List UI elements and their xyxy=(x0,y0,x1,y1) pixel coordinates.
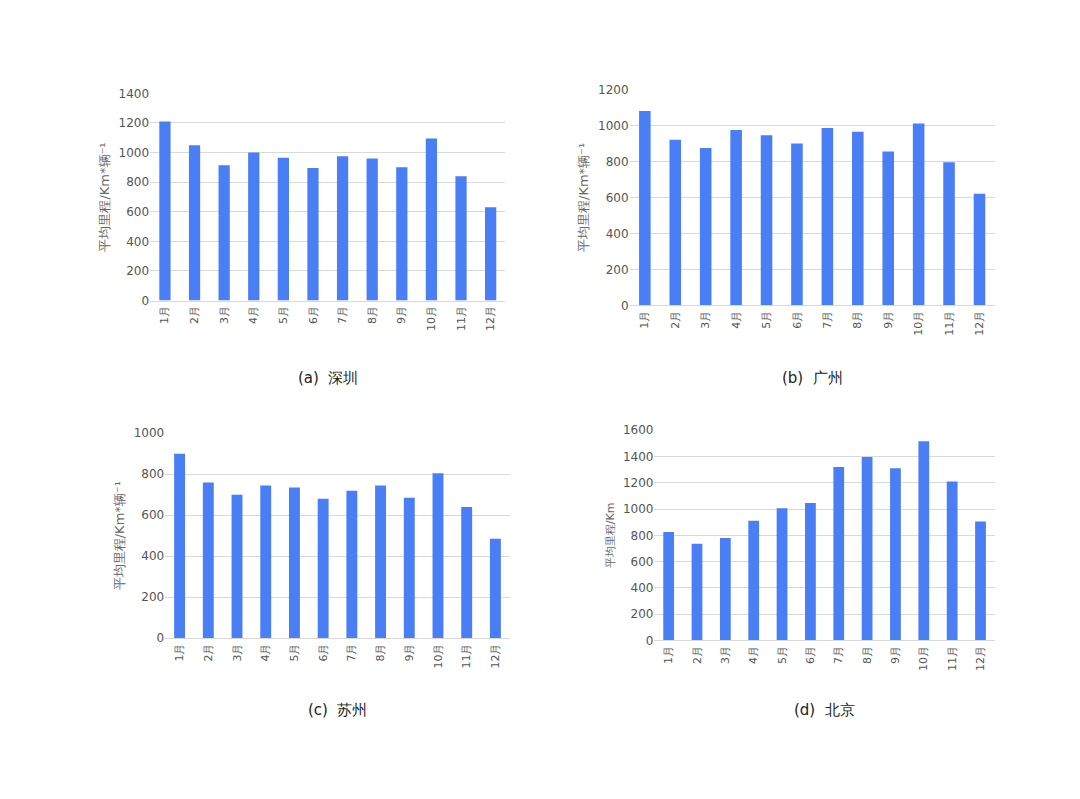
svg-text:800: 800 xyxy=(606,155,629,169)
svg-text:2月: 2月 xyxy=(188,306,201,324)
svg-text:8月: 8月 xyxy=(851,311,864,329)
svg-text:2月: 2月 xyxy=(691,646,704,664)
svg-text:(c) 苏州: (c) 苏州 xyxy=(308,701,368,719)
svg-text:200: 200 xyxy=(126,264,149,278)
svg-text:0: 0 xyxy=(621,299,629,313)
svg-text:9月: 9月 xyxy=(395,306,408,324)
svg-text:1200: 1200 xyxy=(623,476,654,490)
svg-text:4月: 4月 xyxy=(259,644,272,662)
svg-text:12月: 12月 xyxy=(489,644,502,669)
svg-text:9月: 9月 xyxy=(882,311,895,329)
svg-text:7月: 7月 xyxy=(821,311,834,329)
svg-text:4月: 4月 xyxy=(247,306,260,324)
svg-text:1月: 1月 xyxy=(638,311,651,329)
svg-text:1400: 1400 xyxy=(119,87,150,101)
svg-text:10月: 10月 xyxy=(917,646,930,671)
svg-text:11月: 11月 xyxy=(455,306,468,331)
svg-text:600: 600 xyxy=(141,508,164,522)
svg-text:6月: 6月 xyxy=(317,644,330,662)
svg-text:200: 200 xyxy=(606,263,629,277)
svg-text:12月: 12月 xyxy=(974,646,987,671)
svg-text:400: 400 xyxy=(631,581,654,595)
svg-text:3月: 3月 xyxy=(218,306,231,324)
svg-text:1400: 1400 xyxy=(623,450,654,464)
svg-text:2月: 2月 xyxy=(202,644,215,662)
svg-text:3月: 3月 xyxy=(719,646,732,664)
svg-text:8月: 8月 xyxy=(366,306,379,324)
svg-text:1000: 1000 xyxy=(598,119,629,133)
svg-text:1000: 1000 xyxy=(134,426,165,440)
svg-text:(a) 深圳: (a) 深圳 xyxy=(298,369,358,387)
svg-text:1月: 1月 xyxy=(662,646,675,664)
svg-text:5月: 5月 xyxy=(288,644,301,662)
svg-text:12月: 12月 xyxy=(973,311,986,336)
svg-text:1月: 1月 xyxy=(173,644,186,662)
svg-text:200: 200 xyxy=(141,590,164,604)
svg-text:平均里程/Km*辆⁻¹: 平均里程/Km*辆⁻¹ xyxy=(576,143,591,252)
svg-text:7月: 7月 xyxy=(345,644,358,662)
svg-text:800: 800 xyxy=(141,467,164,481)
svg-text:平均里程/Km*辆⁻¹: 平均里程/Km*辆⁻¹ xyxy=(97,142,112,251)
svg-text:3月: 3月 xyxy=(699,311,712,329)
svg-text:10月: 10月 xyxy=(912,311,925,336)
svg-text:12月: 12月 xyxy=(484,306,497,331)
svg-text:1600: 1600 xyxy=(623,423,654,437)
svg-text:8月: 8月 xyxy=(861,646,874,664)
svg-text:0: 0 xyxy=(157,631,165,645)
svg-text:400: 400 xyxy=(126,235,149,249)
svg-text:7月: 7月 xyxy=(336,306,349,324)
svg-text:平均里程/Km: 平均里程/Km xyxy=(604,502,617,568)
svg-text:1200: 1200 xyxy=(598,83,629,97)
svg-text:1200: 1200 xyxy=(119,116,150,130)
svg-text:4月: 4月 xyxy=(730,311,743,329)
svg-text:(b) 广州: (b) 广州 xyxy=(782,369,843,387)
svg-text:1000: 1000 xyxy=(119,146,150,160)
svg-text:11月: 11月 xyxy=(946,646,959,671)
svg-text:11月: 11月 xyxy=(460,644,473,669)
svg-text:6月: 6月 xyxy=(804,646,817,664)
svg-text:11月: 11月 xyxy=(943,311,956,336)
svg-text:6月: 6月 xyxy=(791,311,804,329)
svg-text:9月: 9月 xyxy=(403,644,416,662)
svg-text:600: 600 xyxy=(631,555,654,569)
svg-text:7月: 7月 xyxy=(832,646,845,664)
svg-text:200: 200 xyxy=(631,607,654,621)
svg-text:9月: 9月 xyxy=(889,646,902,664)
svg-text:5月: 5月 xyxy=(760,311,773,329)
svg-text:400: 400 xyxy=(141,549,164,563)
svg-text:600: 600 xyxy=(126,205,149,219)
svg-text:8月: 8月 xyxy=(374,644,387,662)
svg-text:800: 800 xyxy=(631,529,654,543)
svg-text:2月: 2月 xyxy=(669,311,682,329)
svg-text:5月: 5月 xyxy=(277,306,290,324)
svg-text:600: 600 xyxy=(606,191,629,205)
svg-text:0: 0 xyxy=(141,294,149,308)
svg-text:0: 0 xyxy=(646,634,654,648)
svg-text:3月: 3月 xyxy=(231,644,244,662)
svg-text:800: 800 xyxy=(126,175,149,189)
svg-text:1000: 1000 xyxy=(623,502,654,516)
svg-text:平均里程/Km*辆⁻¹: 平均里程/Km*辆⁻¹ xyxy=(112,481,127,590)
svg-text:1月: 1月 xyxy=(159,306,172,324)
svg-text:10月: 10月 xyxy=(425,306,438,331)
svg-text:6月: 6月 xyxy=(307,306,320,324)
svg-text:(d) 北京: (d) 北京 xyxy=(794,701,855,719)
svg-text:10月: 10月 xyxy=(432,644,445,669)
svg-text:5月: 5月 xyxy=(776,646,789,664)
svg-text:400: 400 xyxy=(606,227,629,241)
svg-text:4月: 4月 xyxy=(747,646,760,664)
